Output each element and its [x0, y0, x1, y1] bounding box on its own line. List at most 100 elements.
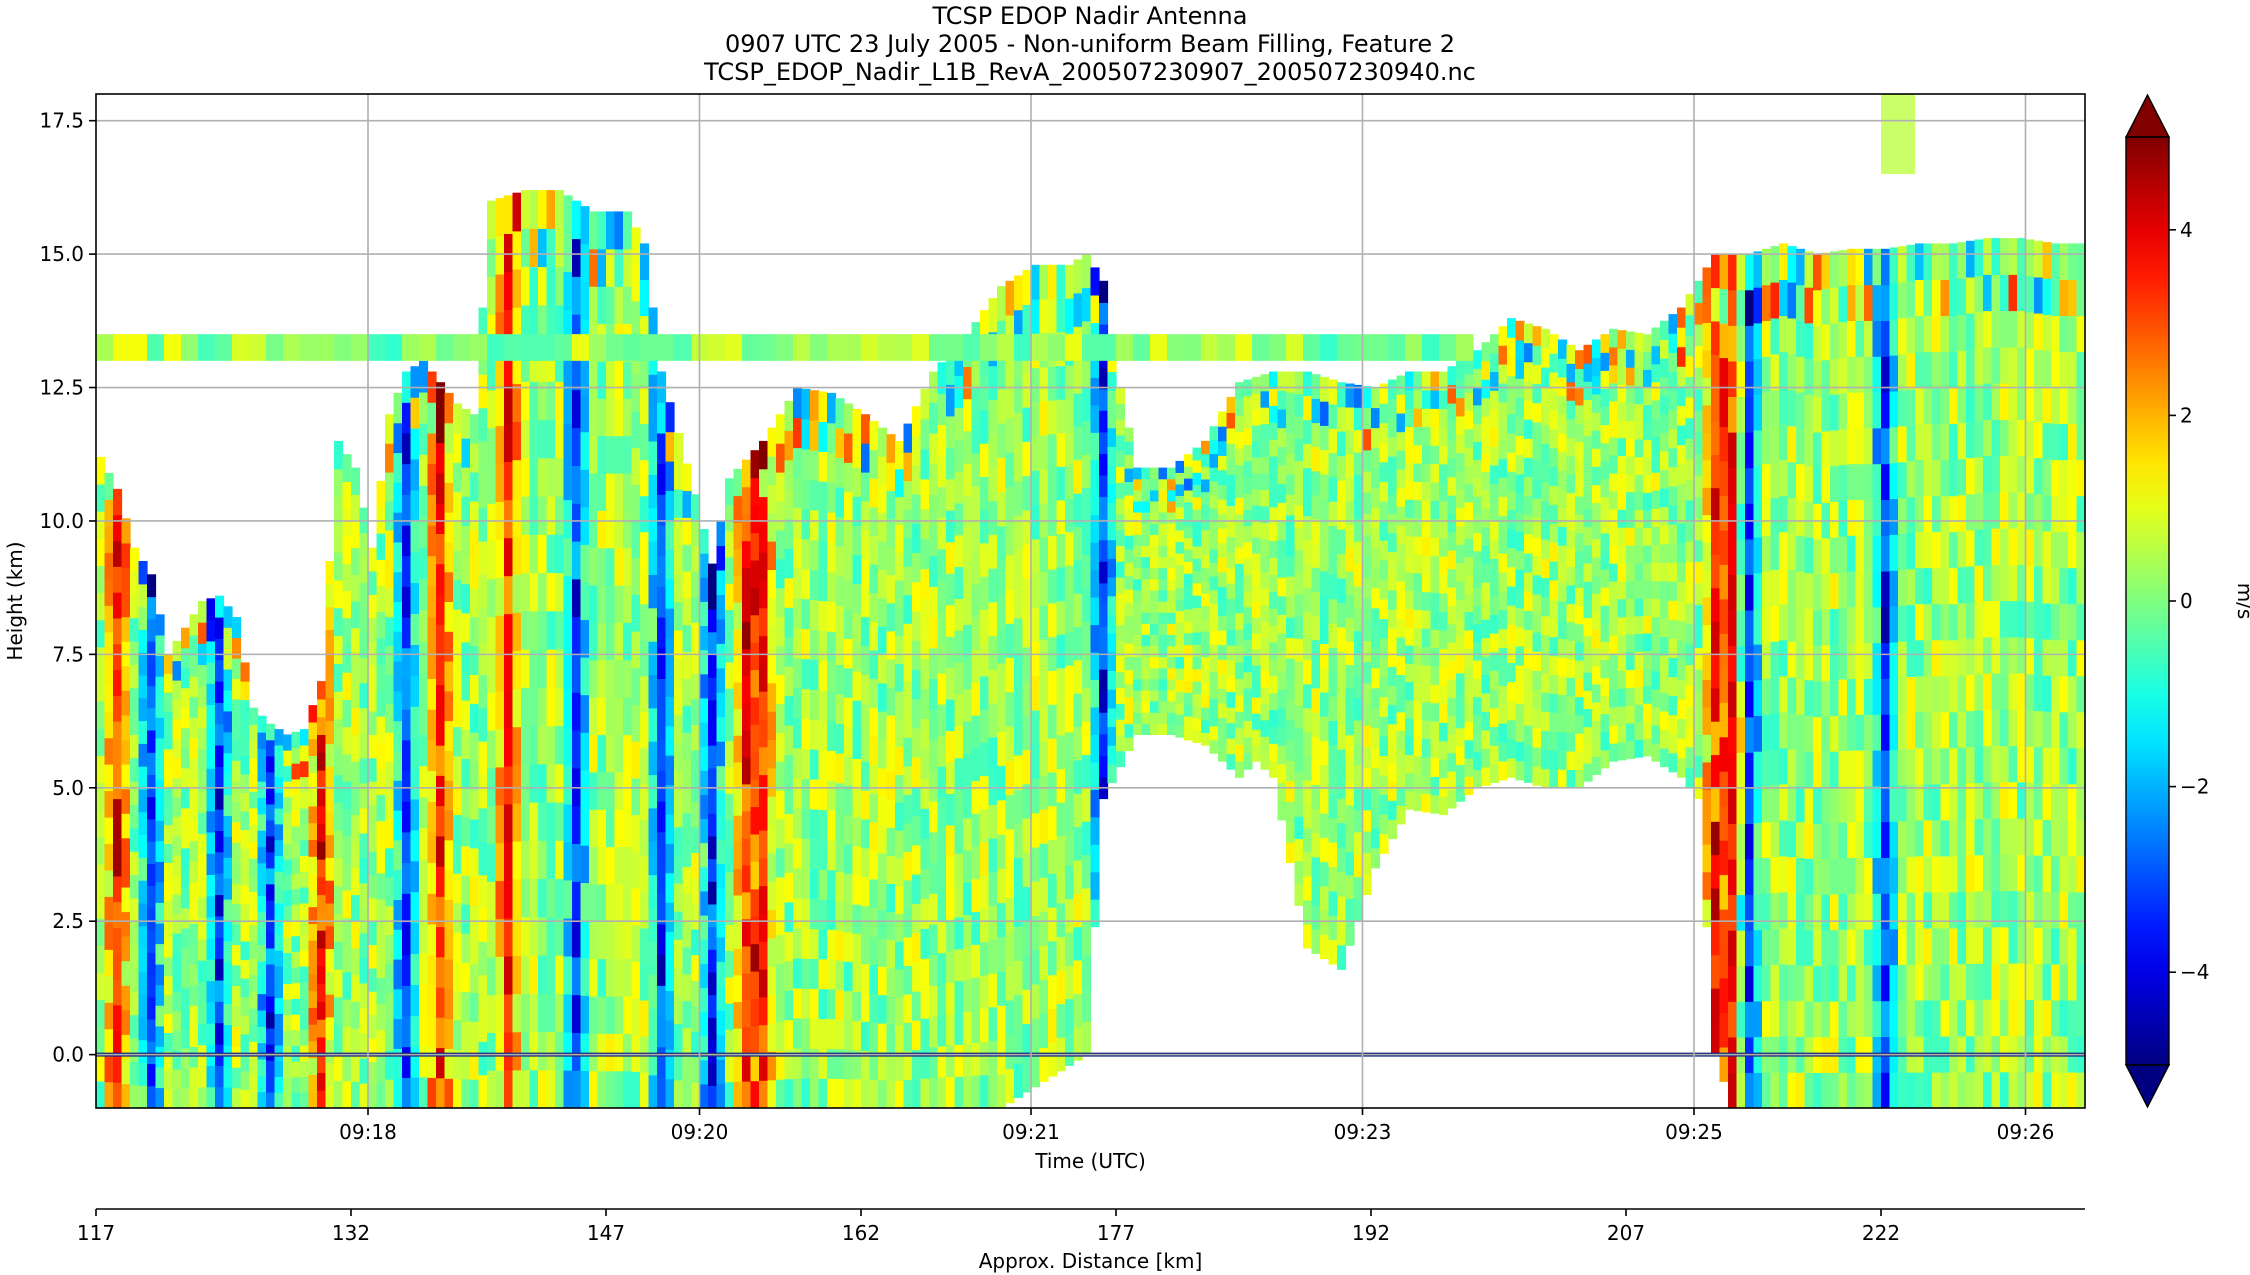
velocity-cell — [215, 915, 225, 938]
velocity-cell — [1252, 488, 1262, 506]
velocity-cell — [810, 719, 820, 750]
velocity-cell — [1634, 474, 1644, 493]
velocity-cell — [198, 939, 208, 961]
velocity-cell — [1031, 436, 1041, 471]
velocity-cell — [1439, 796, 1449, 816]
velocity-cell — [359, 1058, 369, 1084]
velocity-cell — [1107, 670, 1117, 690]
velocity-cell — [691, 954, 701, 981]
velocity-cell — [1048, 501, 1058, 536]
velocity-cell — [1337, 602, 1347, 628]
velocity-cell — [623, 958, 633, 997]
velocity-cell — [393, 899, 403, 930]
velocity-cell — [1422, 481, 1432, 501]
velocity-cell — [164, 1013, 174, 1033]
velocity-cell — [1082, 354, 1092, 389]
velocity-cell — [1235, 760, 1245, 778]
velocity-cell — [937, 610, 947, 643]
velocity-cell — [827, 959, 837, 990]
velocity-cell — [1345, 804, 1355, 829]
velocity-cell — [419, 392, 429, 424]
velocity-cell — [733, 815, 743, 843]
velocity-cell — [385, 992, 395, 1022]
velocity-cell — [1184, 620, 1194, 634]
velocity-cell — [240, 996, 250, 1016]
velocity-cell — [1464, 428, 1474, 448]
velocity-cell — [495, 198, 505, 237]
velocity-cell — [478, 407, 488, 442]
velocity-cell — [300, 902, 310, 920]
velocity-cell — [291, 1061, 301, 1078]
velocity-cell — [529, 610, 539, 650]
velocity-cell — [325, 788, 335, 813]
velocity-cell — [640, 711, 650, 749]
velocity-cell — [1498, 723, 1508, 743]
velocity-cell — [988, 1074, 998, 1108]
velocity-cell — [427, 801, 437, 833]
velocity-cell — [742, 459, 752, 488]
velocity-cell — [895, 857, 905, 887]
velocity-cell — [334, 468, 344, 498]
velocity-cell — [946, 667, 956, 700]
velocity-cell — [1099, 625, 1109, 649]
velocity-cell — [1609, 563, 1619, 582]
velocity-cell — [325, 994, 335, 1018]
velocity-cell — [767, 966, 777, 996]
velocity-cell — [886, 827, 896, 856]
velocity-cell — [1260, 736, 1270, 754]
velocity-cell — [1235, 678, 1245, 696]
velocity-cell — [1354, 831, 1364, 855]
velocity-cell — [1133, 545, 1143, 558]
velocity-cell — [1039, 775, 1049, 810]
velocity-cell — [1838, 500, 1848, 537]
velocity-cell — [1634, 615, 1644, 634]
velocity-cell — [1813, 254, 1823, 291]
velocity-cell — [1031, 299, 1041, 334]
velocity-cell — [1855, 714, 1865, 751]
velocity-cell — [1473, 605, 1483, 625]
velocity-cell — [1651, 399, 1661, 419]
velocity-cell — [1592, 357, 1602, 377]
velocity-cell — [691, 673, 701, 700]
velocity-cell — [376, 637, 386, 665]
velocity-cell — [1252, 633, 1262, 650]
velocity-cell — [215, 937, 225, 960]
velocity-cell — [1456, 526, 1466, 545]
velocity-cell — [1685, 541, 1695, 563]
velocity-cell — [257, 1009, 267, 1027]
velocity-cell — [189, 820, 199, 842]
velocity-cell — [1821, 858, 1831, 895]
velocity-cell — [1345, 781, 1355, 806]
velocity-cell — [1184, 549, 1194, 562]
velocity-cell — [733, 708, 743, 736]
velocity-cell — [1515, 531, 1525, 551]
velocity-cell — [614, 921, 624, 960]
velocity-cell — [249, 741, 259, 759]
velocity-cell — [1677, 561, 1687, 583]
velocity-cell — [1362, 852, 1372, 874]
velocity-cell — [878, 994, 888, 1024]
velocity-cell — [164, 919, 174, 939]
velocity-cell — [1779, 639, 1789, 677]
velocity-cell — [895, 635, 905, 664]
velocity-cell — [1796, 893, 1806, 930]
velocity-cell — [555, 534, 565, 574]
velocity-cell — [801, 568, 811, 600]
velocity-cell — [1379, 794, 1389, 815]
velocity-cell — [1031, 778, 1041, 814]
velocity-cell — [1762, 320, 1772, 357]
velocity-cell — [1804, 287, 1814, 324]
velocity-cell — [512, 688, 522, 728]
velocity-cell — [691, 1056, 701, 1084]
velocity-cell — [716, 985, 726, 1011]
velocity-cell — [648, 541, 658, 575]
velocity-cell — [257, 1091, 267, 1108]
velocity-cell — [691, 826, 701, 853]
velocity-cell — [1311, 784, 1321, 809]
velocity-cell — [878, 937, 888, 967]
velocity-cell — [1311, 591, 1321, 616]
velocity-cell — [427, 586, 437, 618]
velocity-cell — [1787, 1000, 1797, 1037]
velocity-cell — [1201, 618, 1211, 632]
